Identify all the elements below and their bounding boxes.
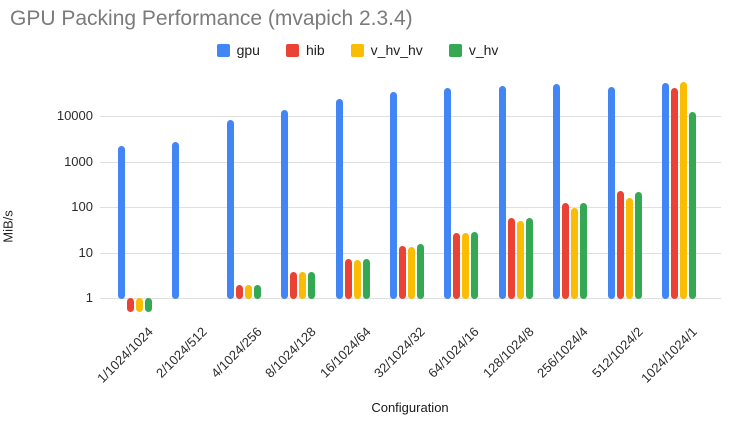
- bar-hib-512/1024/2[interactable]: [616, 190, 624, 299]
- bar-hib-4/1024/256[interactable]: [235, 285, 243, 299]
- bar-v_hv-64/1024/16[interactable]: [471, 232, 479, 299]
- bar-gpu-4/1024/256[interactable]: [226, 120, 234, 299]
- bar-v_hv-16/1024/64[interactable]: [362, 258, 370, 299]
- bar-gpu-128/1024/8[interactable]: [498, 85, 506, 299]
- y-tick-label-10: 10: [78, 244, 93, 260]
- legend-item-v_hv: v_hv: [448, 42, 499, 58]
- legend-swatch-gpu-icon: [216, 43, 230, 57]
- bar-gpu-1024/1024/1[interactable]: [662, 83, 669, 299]
- bar-v_hv_hv-1024/1024/1[interactable]: [680, 82, 687, 299]
- legend-swatch-hib-icon: [285, 43, 299, 57]
- legend-label-hib: hib: [305, 42, 325, 58]
- bar-v_hv_hv-512/1024/2[interactable]: [625, 197, 633, 299]
- bar-gpu-2/1024/512[interactable]: [172, 141, 180, 299]
- bar-v_hv_hv-8/1024/128[interactable]: [299, 272, 307, 299]
- bar-hib-16/1024/64[interactable]: [344, 258, 352, 299]
- bar-hib-128/1024/8[interactable]: [507, 218, 515, 299]
- legend-label-v_hv: v_hv: [468, 42, 499, 58]
- legend: gpu hib v_hv_hv v_hv: [0, 41, 715, 59]
- y-tick-label-10000: 10000: [56, 108, 93, 123]
- bar-hib-1/1024/1024[interactable]: [127, 298, 134, 312]
- bar-gpu-512/1024/2[interactable]: [607, 87, 615, 299]
- gridline-100: [100, 207, 721, 208]
- chart-title: GPU Packing Performance (mvapich 2.3.4): [10, 7, 413, 30]
- x-tick-label-8/1024/128: 8/1024/128: [262, 324, 319, 381]
- bar-v_hv_hv-1/1024/1024[interactable]: [136, 298, 143, 312]
- bar-v_hv_hv-256/1024/4[interactable]: [571, 208, 579, 299]
- legend-item-hib: hib: [285, 42, 325, 58]
- bar-gpu-8/1024/128[interactable]: [281, 110, 289, 299]
- bar-v_hv-32/1024/32[interactable]: [417, 244, 424, 299]
- legend-label-v_hv_hv: v_hv_hv: [370, 42, 423, 58]
- bar-v_hv-4/1024/256[interactable]: [253, 285, 261, 299]
- x-axis-title: Configuration: [371, 400, 449, 415]
- x-tick-label-16/1024/64: 16/1024/64: [316, 324, 374, 381]
- bar-v_hv_hv-128/1024/8[interactable]: [516, 220, 524, 299]
- x-tick-label-1/1024/1024: 1/1024/1024: [93, 324, 156, 386]
- bar-hib-1024/1024/1[interactable]: [671, 88, 678, 299]
- gridline-1000: [100, 161, 721, 163]
- legend-swatch-v_hv_hv-icon: [350, 43, 364, 57]
- bar-v_hv_hv-64/1024/16[interactable]: [462, 232, 470, 299]
- legend-item-v_hv_hv: v_hv_hv: [350, 42, 423, 58]
- y-tick-label-1: 1: [85, 290, 93, 305]
- bar-v_hv-256/1024/4[interactable]: [580, 203, 588, 299]
- bar-v_hv_hv-32/1024/32[interactable]: [408, 247, 415, 299]
- bar-v_hv-512/1024/2[interactable]: [634, 191, 642, 299]
- bar-hib-32/1024/32[interactable]: [399, 245, 406, 299]
- legend-swatch-v_hv-icon: [448, 43, 462, 57]
- bar-v_hv_hv-16/1024/64[interactable]: [353, 259, 361, 299]
- bar-gpu-1/1024/1024[interactable]: [118, 145, 125, 299]
- bar-gpu-256/1024/4[interactable]: [553, 84, 561, 299]
- y-tick-label-100: 100: [71, 199, 93, 214]
- x-tick-label-1024/1024/1: 1024/1024/1: [637, 324, 700, 386]
- bar-gpu-32/1024/32[interactable]: [390, 92, 397, 299]
- x-tick-label-32/1024/32: 32/1024/32: [370, 324, 428, 381]
- bar-v_hv_hv-4/1024/256[interactable]: [244, 285, 252, 299]
- bar-hib-256/1024/4[interactable]: [562, 203, 570, 299]
- x-tick-label-64/1024/16: 64/1024/16: [425, 324, 483, 381]
- legend-label-gpu: gpu: [236, 42, 260, 58]
- bar-v_hv-1024/1024/1[interactable]: [689, 111, 696, 299]
- y-tick-label-1000: 1000: [64, 153, 93, 169]
- bar-v_hv-8/1024/128[interactable]: [308, 272, 316, 299]
- bar-gpu-16/1024/64[interactable]: [335, 98, 343, 299]
- bar-v_hv-1/1024/1024[interactable]: [145, 298, 152, 312]
- bar-v_hv-128/1024/8[interactable]: [525, 218, 533, 299]
- legend-item-gpu: gpu: [216, 42, 260, 58]
- x-tick-label-128/1024/8: 128/1024/8: [479, 324, 537, 381]
- x-tick-label-4/1024/256: 4/1024/256: [207, 324, 265, 381]
- bar-hib-64/1024/16[interactable]: [453, 232, 461, 299]
- x-tick-label-2/1024/512: 2/1024/512: [153, 324, 211, 381]
- x-tick-label-512/1024/2: 512/1024/2: [588, 324, 646, 381]
- x-tick-label-256/1024/4: 256/1024/4: [534, 324, 591, 381]
- gridline-10000: [100, 116, 721, 117]
- bar-gpu-64/1024/16[interactable]: [444, 87, 452, 299]
- bar-hib-8/1024/128[interactable]: [290, 272, 298, 299]
